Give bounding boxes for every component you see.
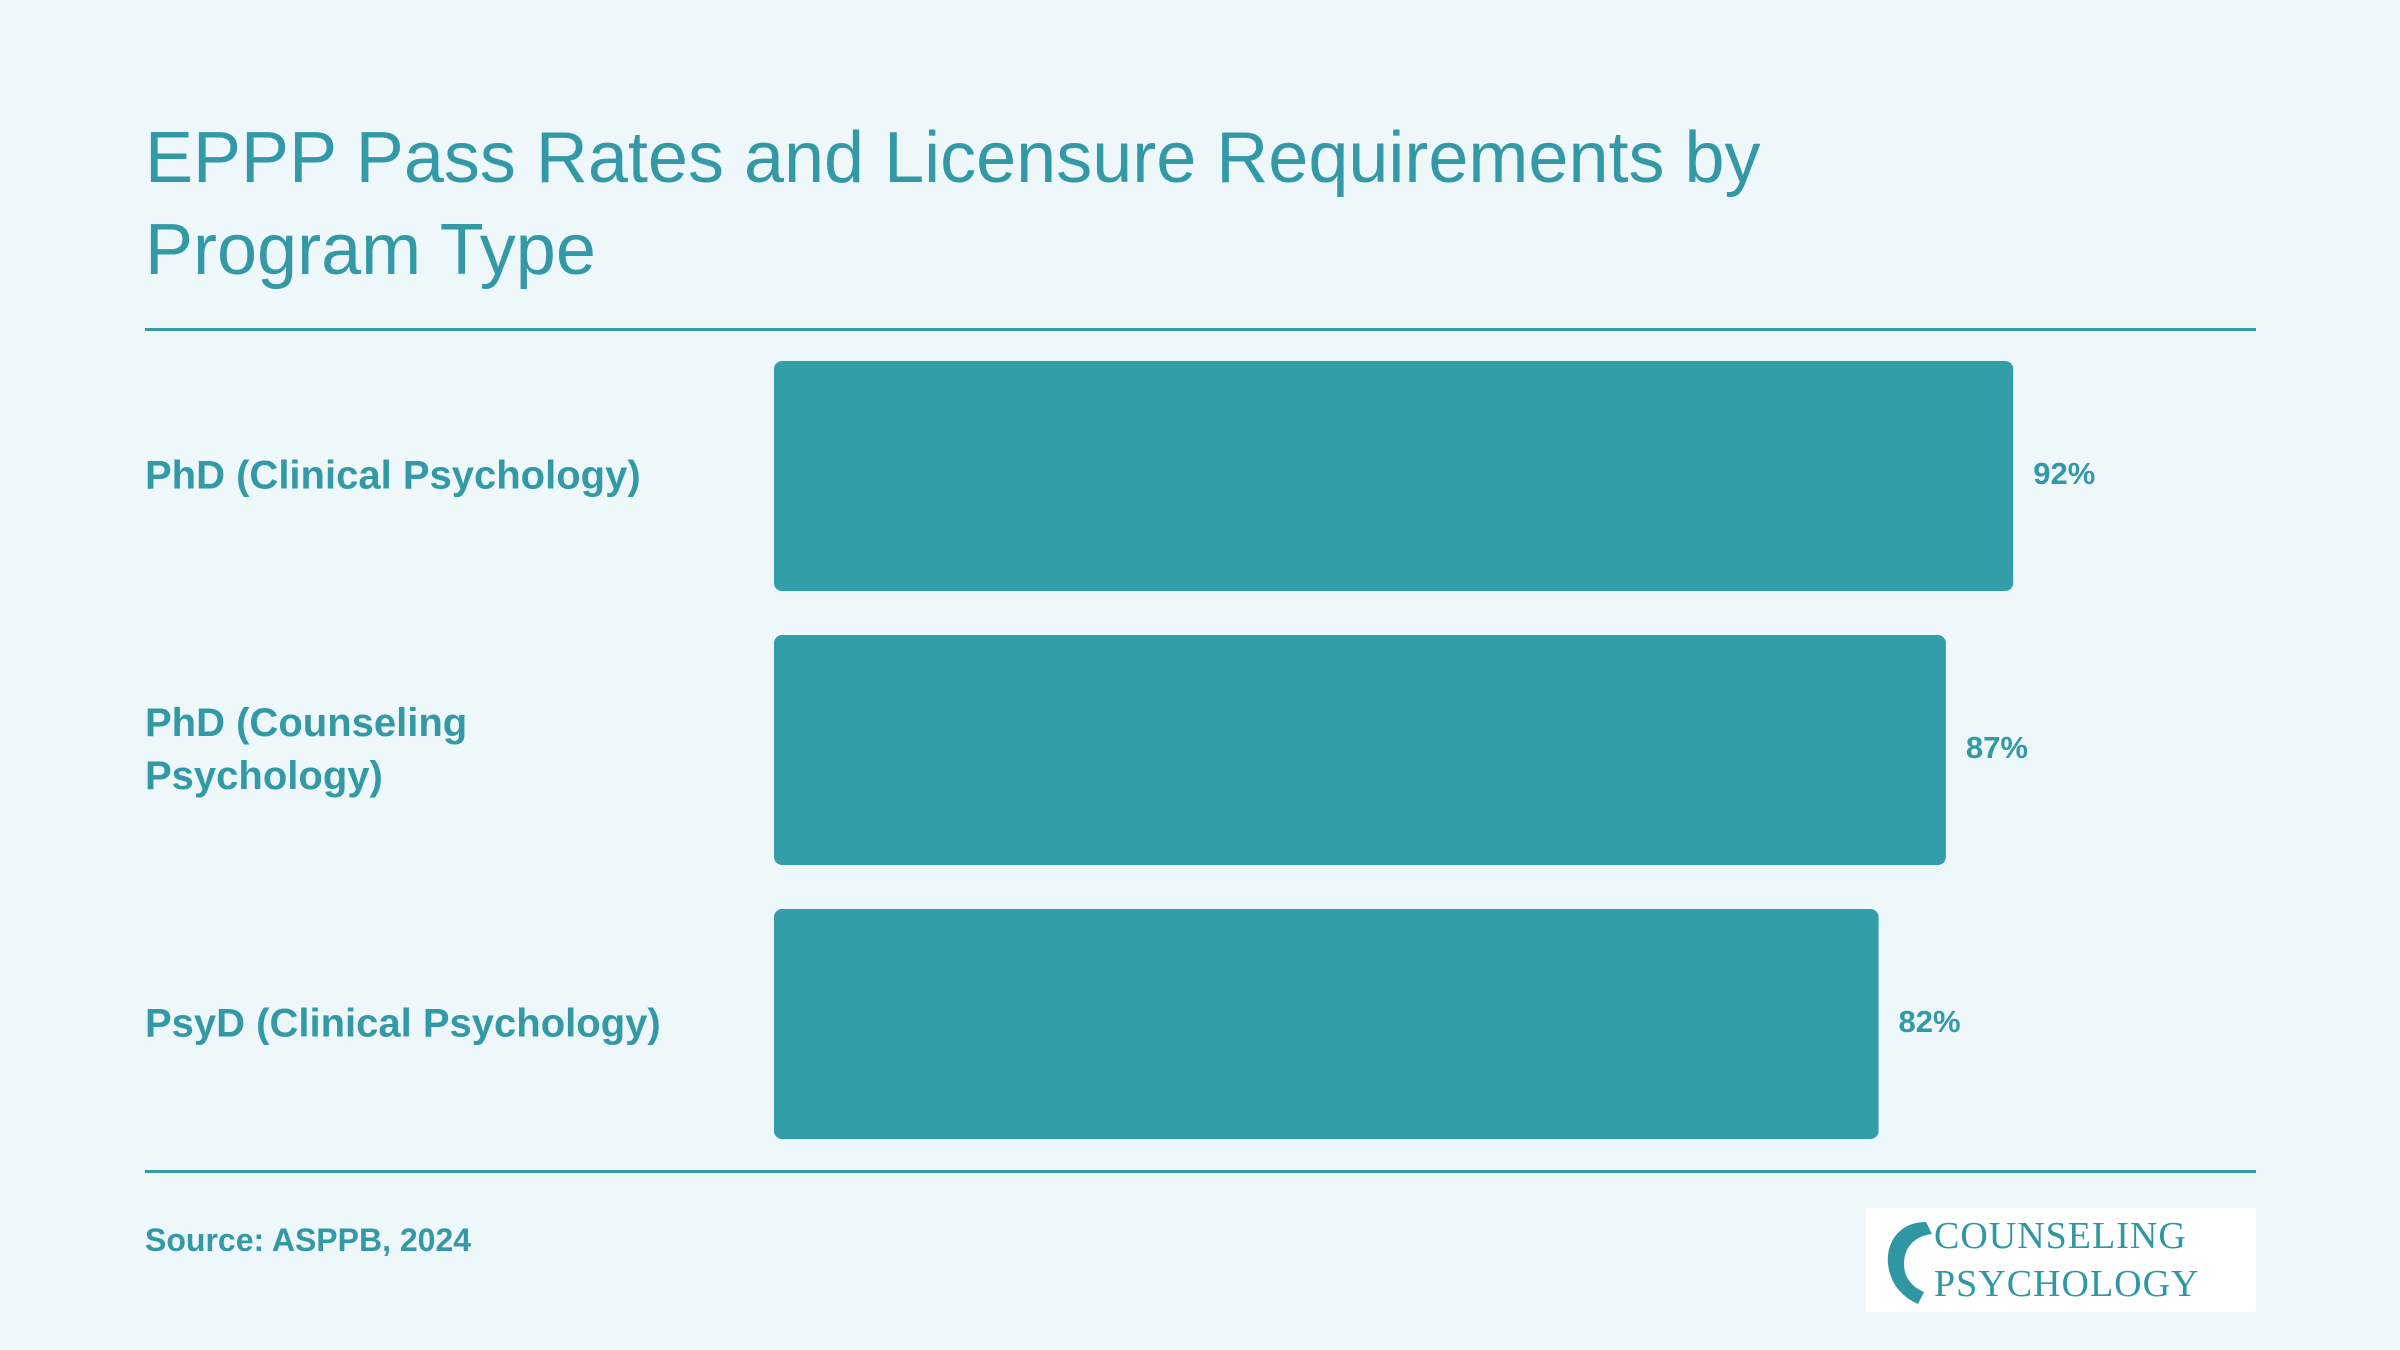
bottom-rule: [145, 1170, 2256, 1173]
bar: [774, 909, 1879, 1139]
logo: COUNSELING PSYCHOLOGY: [1866, 1208, 2256, 1312]
logo-line-2: PSYCHOLOGY: [1934, 1263, 2200, 1305]
bar: [774, 635, 1946, 865]
source-note: Source: ASPPB, 2024: [145, 1222, 472, 1258]
category-label: PsyD (Clinical Psychology): [145, 1001, 661, 1046]
chart-title: EPPP Pass Rates and Licensure Requiremen…: [145, 118, 1761, 290]
value-label: 87%: [1966, 730, 2028, 765]
bar: [774, 361, 2014, 591]
category-label: PhD (Counseling Psychology): [145, 701, 468, 798]
top-rule: [145, 328, 2256, 331]
value-label: 92%: [2033, 456, 2095, 491]
logo-line-1: COUNSELING: [1934, 1215, 2187, 1257]
value-label: 82%: [1899, 1004, 1961, 1039]
logo-icon: [1887, 1222, 1932, 1304]
category-label: PhD (Clinical Psychology): [145, 453, 641, 498]
